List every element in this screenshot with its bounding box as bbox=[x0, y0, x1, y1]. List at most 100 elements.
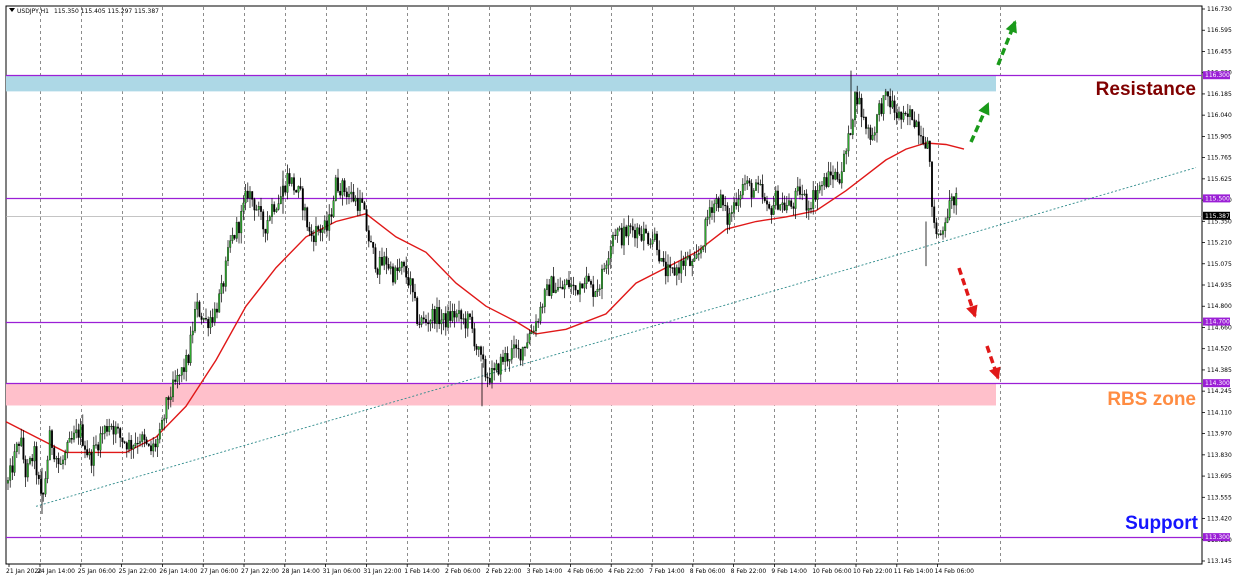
candle bbox=[524, 345, 526, 357]
candle-body bbox=[378, 256, 381, 275]
candle bbox=[777, 185, 779, 211]
candle bbox=[411, 278, 414, 302]
x-tick-label: 8 Feb 22:00 bbox=[731, 568, 767, 575]
candle bbox=[268, 215, 271, 222]
candle-body bbox=[585, 275, 588, 284]
candle-body bbox=[9, 465, 12, 481]
candle-body bbox=[700, 249, 702, 254]
candle bbox=[711, 200, 713, 220]
candle bbox=[260, 197, 262, 220]
candle-body bbox=[660, 257, 663, 262]
candle bbox=[792, 202, 795, 216]
candle-body bbox=[147, 443, 150, 446]
candle-body bbox=[642, 228, 645, 241]
candle-body bbox=[172, 379, 174, 398]
candle-body bbox=[306, 207, 309, 228]
candle bbox=[693, 251, 696, 262]
y-tick-label: 114.935 bbox=[1207, 282, 1232, 289]
candle-body bbox=[911, 109, 914, 121]
candle-body bbox=[235, 222, 238, 239]
candle-body bbox=[631, 226, 634, 231]
levels-layer bbox=[6, 74, 1202, 539]
price-tag-background bbox=[1203, 194, 1230, 203]
candle-body bbox=[737, 198, 740, 206]
candle-body bbox=[557, 287, 559, 291]
candle-body bbox=[807, 208, 810, 211]
candle-body bbox=[627, 225, 630, 237]
candle bbox=[873, 126, 876, 141]
candle bbox=[574, 285, 577, 296]
candle bbox=[651, 231, 654, 247]
candle-body bbox=[528, 333, 531, 343]
x-tick-label: 8 Feb 06:00 bbox=[690, 568, 726, 575]
candle-body bbox=[697, 252, 700, 255]
candle bbox=[750, 179, 753, 208]
candle bbox=[495, 359, 498, 373]
candle bbox=[609, 240, 612, 269]
candle bbox=[310, 224, 313, 242]
candle-body bbox=[680, 260, 683, 274]
candle bbox=[517, 339, 520, 359]
candle bbox=[264, 228, 267, 243]
candle-body bbox=[376, 268, 379, 275]
candle-body bbox=[62, 459, 64, 465]
candle bbox=[858, 91, 861, 105]
candle bbox=[554, 282, 557, 294]
candle-body bbox=[418, 323, 421, 325]
candle bbox=[306, 206, 309, 231]
candle bbox=[301, 186, 304, 221]
candle bbox=[222, 281, 225, 294]
candle-body bbox=[741, 184, 744, 196]
candle bbox=[785, 196, 788, 214]
candle-body bbox=[803, 193, 806, 195]
candle bbox=[744, 174, 746, 191]
candle bbox=[244, 184, 247, 211]
candle bbox=[59, 456, 62, 465]
candle-body bbox=[895, 112, 898, 119]
candle-body bbox=[755, 182, 757, 191]
candle bbox=[601, 264, 603, 300]
x-tick-label: 31 Jan 06:00 bbox=[323, 568, 361, 575]
price-tag-background bbox=[1203, 317, 1230, 326]
candle bbox=[387, 257, 390, 271]
price-tag-label: 113.300 bbox=[1205, 534, 1230, 541]
candle bbox=[779, 204, 782, 212]
candle-body bbox=[385, 256, 388, 265]
candle-body bbox=[134, 442, 137, 446]
candle bbox=[713, 199, 716, 223]
candle-body bbox=[477, 346, 480, 350]
candle-body bbox=[543, 289, 546, 307]
candle bbox=[614, 228, 617, 240]
candle bbox=[295, 189, 298, 193]
candle bbox=[669, 256, 672, 277]
candle-body bbox=[442, 313, 445, 321]
candle bbox=[136, 436, 139, 454]
candle-body bbox=[365, 209, 368, 231]
candle bbox=[469, 313, 471, 320]
candle-body bbox=[931, 161, 933, 207]
candle-body bbox=[865, 116, 867, 129]
candle bbox=[165, 397, 168, 424]
candle bbox=[108, 418, 111, 436]
candle bbox=[416, 296, 419, 326]
candle-body bbox=[559, 286, 562, 289]
candle-body bbox=[702, 245, 705, 250]
candle-body bbox=[856, 92, 859, 105]
candle bbox=[590, 279, 592, 288]
candle-body bbox=[218, 293, 221, 313]
candle-body bbox=[887, 91, 889, 97]
candle bbox=[528, 329, 531, 345]
candle-body bbox=[334, 177, 337, 201]
candle bbox=[240, 204, 243, 244]
candle bbox=[480, 345, 482, 362]
candle bbox=[161, 417, 163, 430]
candle bbox=[279, 186, 282, 205]
candle-body bbox=[33, 446, 36, 462]
candle bbox=[315, 216, 317, 246]
candle bbox=[70, 431, 73, 444]
candle bbox=[449, 301, 452, 328]
candle-body bbox=[722, 194, 724, 206]
candle-body bbox=[130, 439, 133, 450]
candle bbox=[321, 225, 324, 242]
